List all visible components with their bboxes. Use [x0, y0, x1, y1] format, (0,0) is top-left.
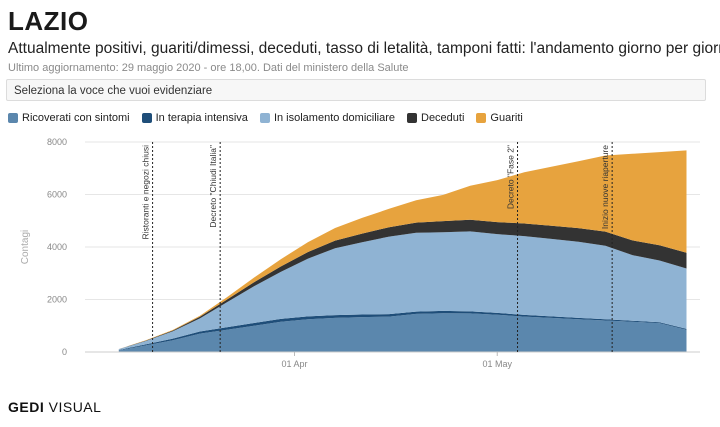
legend-item-deceduti[interactable]: Deceduti — [407, 112, 464, 124]
legend-label: In isolamento domiciliare — [273, 112, 395, 124]
logo-visual: VISUAL — [48, 399, 102, 415]
legend-label: In terapia intensiva — [155, 112, 248, 124]
legend-label: Guariti — [490, 112, 523, 124]
legend-swatch — [259, 113, 270, 123]
legend-item-isolamento[interactable]: In isolamento domiciliare — [259, 112, 395, 124]
series-highlight-select[interactable]: Seleziona la voce che vuoi evidenziare — [6, 79, 706, 101]
logo-gedi: GEDI — [8, 399, 45, 415]
gedi-visual-logo: GEDI VISUAL — [8, 399, 101, 415]
area-series-4 — [118, 150, 687, 350]
y-axis-label: Contagi — [20, 230, 31, 264]
legend-swatch — [8, 113, 18, 123]
area-series-0 — [118, 313, 687, 352]
y-tick-label: 4000 — [47, 242, 67, 252]
annotation-label-1: Decreto "Chiudi Italia" — [208, 145, 218, 228]
annotation-label-2: Decreto "Fase 2" — [506, 145, 516, 209]
legend-item-terapia-intensiva[interactable]: In terapia intensiva — [141, 112, 248, 124]
last-updated-note: Ultimo aggiornamento: 29 maggio 2020 - o… — [8, 62, 409, 74]
legend-swatch — [407, 113, 417, 123]
legend-swatch — [141, 113, 152, 123]
page-title: LAZIO — [8, 6, 89, 36]
legend-label: Deceduti — [421, 112, 465, 124]
legend-item-ricoverati[interactable]: Ricoverati con sintomi — [8, 112, 130, 124]
y-tick-label: 2000 — [47, 295, 67, 305]
y-tick-label: 8000 — [47, 137, 67, 147]
annotation-label-0: Ristoranti e negozi chiusi — [141, 145, 151, 240]
stacked-area-chart: 0 2000 4000 6000 8000 Contagi 01 Apr 01 May Rist… — [20, 137, 700, 369]
legend-item-guariti[interactable]: Guariti — [476, 112, 523, 124]
annotation-label-3: Inizio nuove riaperture — [600, 145, 610, 229]
y-tick-label: 6000 — [47, 190, 67, 200]
legend-swatch — [476, 113, 487, 123]
legend-label: Ricoverati con sintomi — [22, 112, 130, 124]
y-tick-label: 0 — [62, 347, 67, 357]
series-highlight-select-label: Seleziona la voce che vuoi evidenziare — [14, 85, 213, 97]
chart-legend: Ricoverati con sintomi In terapia intens… — [8, 112, 523, 124]
x-tick-label: 01 May — [482, 359, 512, 369]
area-series-2 — [118, 231, 687, 350]
page-subtitle: Attualmente positivi, guariti/dimessi, d… — [8, 40, 720, 57]
x-tick-label: 01 Apr — [281, 359, 307, 369]
